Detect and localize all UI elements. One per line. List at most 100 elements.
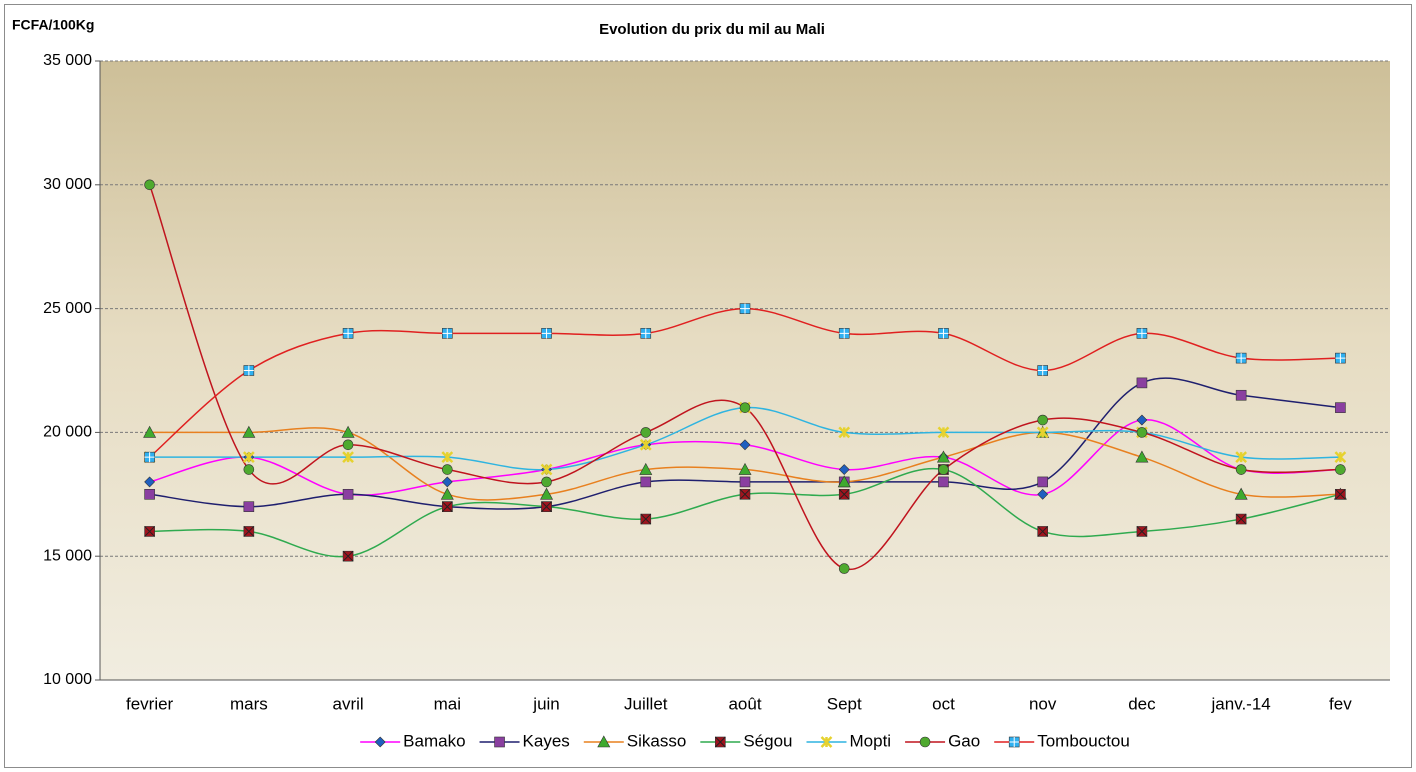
marker-shape [242,451,255,464]
marker [1335,352,1346,364]
marker-shape [540,463,553,476]
marker-cross [839,328,850,339]
marker [1335,488,1346,500]
marker-cross [1037,526,1049,537]
marker [243,526,255,537]
marker-shape [1235,464,1247,475]
marker [243,365,255,376]
series-line [148,184,1341,571]
marker [838,426,851,439]
marker [640,513,652,525]
marker [739,303,751,314]
y-tick-label: 10 000 [43,671,92,688]
legend: Bamako Kayes Sikasso Ségou Mopti Gao Tomboucto… [360,731,1130,750]
x-tick-label: oct [932,694,955,713]
marker-shape [597,735,611,748]
legend-marker [374,736,386,748]
marker [442,328,453,339]
marker [1235,451,1248,464]
x-tick-label: avril [332,694,363,713]
marker-shape [937,426,950,439]
marker-cross [714,736,726,748]
x-tick-label: juin [532,694,559,713]
legend-entry: Gao [905,731,980,750]
marker-shape [1037,476,1048,488]
marker-cross [342,550,354,562]
marker [144,451,155,463]
legend-entry: Sikasso [583,731,686,750]
marker-shape [838,464,850,475]
marker [838,563,850,574]
marker [1036,426,1049,439]
marker [937,426,950,439]
marker-cross [1335,353,1346,364]
marker [1335,402,1346,413]
marker [739,476,751,488]
marker-shape [739,402,751,413]
chart-title: Evolution du prix du mil au Mali [599,21,825,38]
legend-entry: Bamako [360,731,466,750]
legend-entry: Mopti [806,731,891,750]
marker-shape [837,475,851,488]
marker [143,425,157,438]
marker [1234,487,1248,500]
marker-cross [1037,365,1048,376]
marker-cross [740,303,750,314]
legend-label: Tombouctou [1037,731,1130,750]
marker-shape [739,439,751,451]
marker-shape [1335,464,1346,475]
legend-marker [714,736,726,748]
legend-marker [919,736,931,748]
legend-entry: Ségou [700,731,792,750]
marker [342,451,354,464]
marker [1136,427,1148,438]
marker [1037,365,1048,376]
legend-entry: Tombouctou [994,731,1130,750]
x-tick-label: août [728,694,761,713]
marker [837,475,851,488]
marker-cross [243,365,254,376]
marker-shape [640,476,652,488]
marker-shape [919,736,931,748]
marker-shape [738,462,752,475]
marker-shape [936,450,950,463]
y-tick-label: 25 000 [43,300,92,317]
marker [838,488,850,500]
marker-shape [639,438,652,451]
marker-shape [440,487,454,500]
marker [441,476,453,488]
x-tick-label: fevrier [126,694,174,713]
marker-shape [442,464,453,475]
marker-shape [243,464,255,475]
x-tick-label: dec [1128,694,1156,713]
marker [442,464,453,475]
marker [144,488,155,500]
y-tick-label: 15 000 [43,547,92,564]
marker [341,425,355,438]
y-axis-label: FCFA/100Kg [12,17,94,33]
marker-cross [1235,513,1247,525]
marker [1235,464,1247,475]
marker-shape [144,488,155,500]
marker-shape [838,563,850,574]
x-tick-label: mai [434,694,461,713]
marker [1037,488,1049,500]
x-tick-label: Juillet [624,694,668,713]
marker [1136,526,1148,537]
marker [936,450,950,463]
legend-marker [597,735,611,748]
marker-shape [144,476,156,488]
marker-shape [1334,451,1347,464]
marker [640,476,652,488]
marker [541,476,552,488]
marker-cross [541,328,552,339]
marker-shape [1234,487,1248,500]
marker-shape [540,487,554,500]
marker [640,328,652,339]
marker-cross [1136,328,1147,339]
marker [1037,476,1048,488]
marker [639,438,652,451]
marker-shape [1235,451,1248,464]
marker-cross [343,328,354,339]
